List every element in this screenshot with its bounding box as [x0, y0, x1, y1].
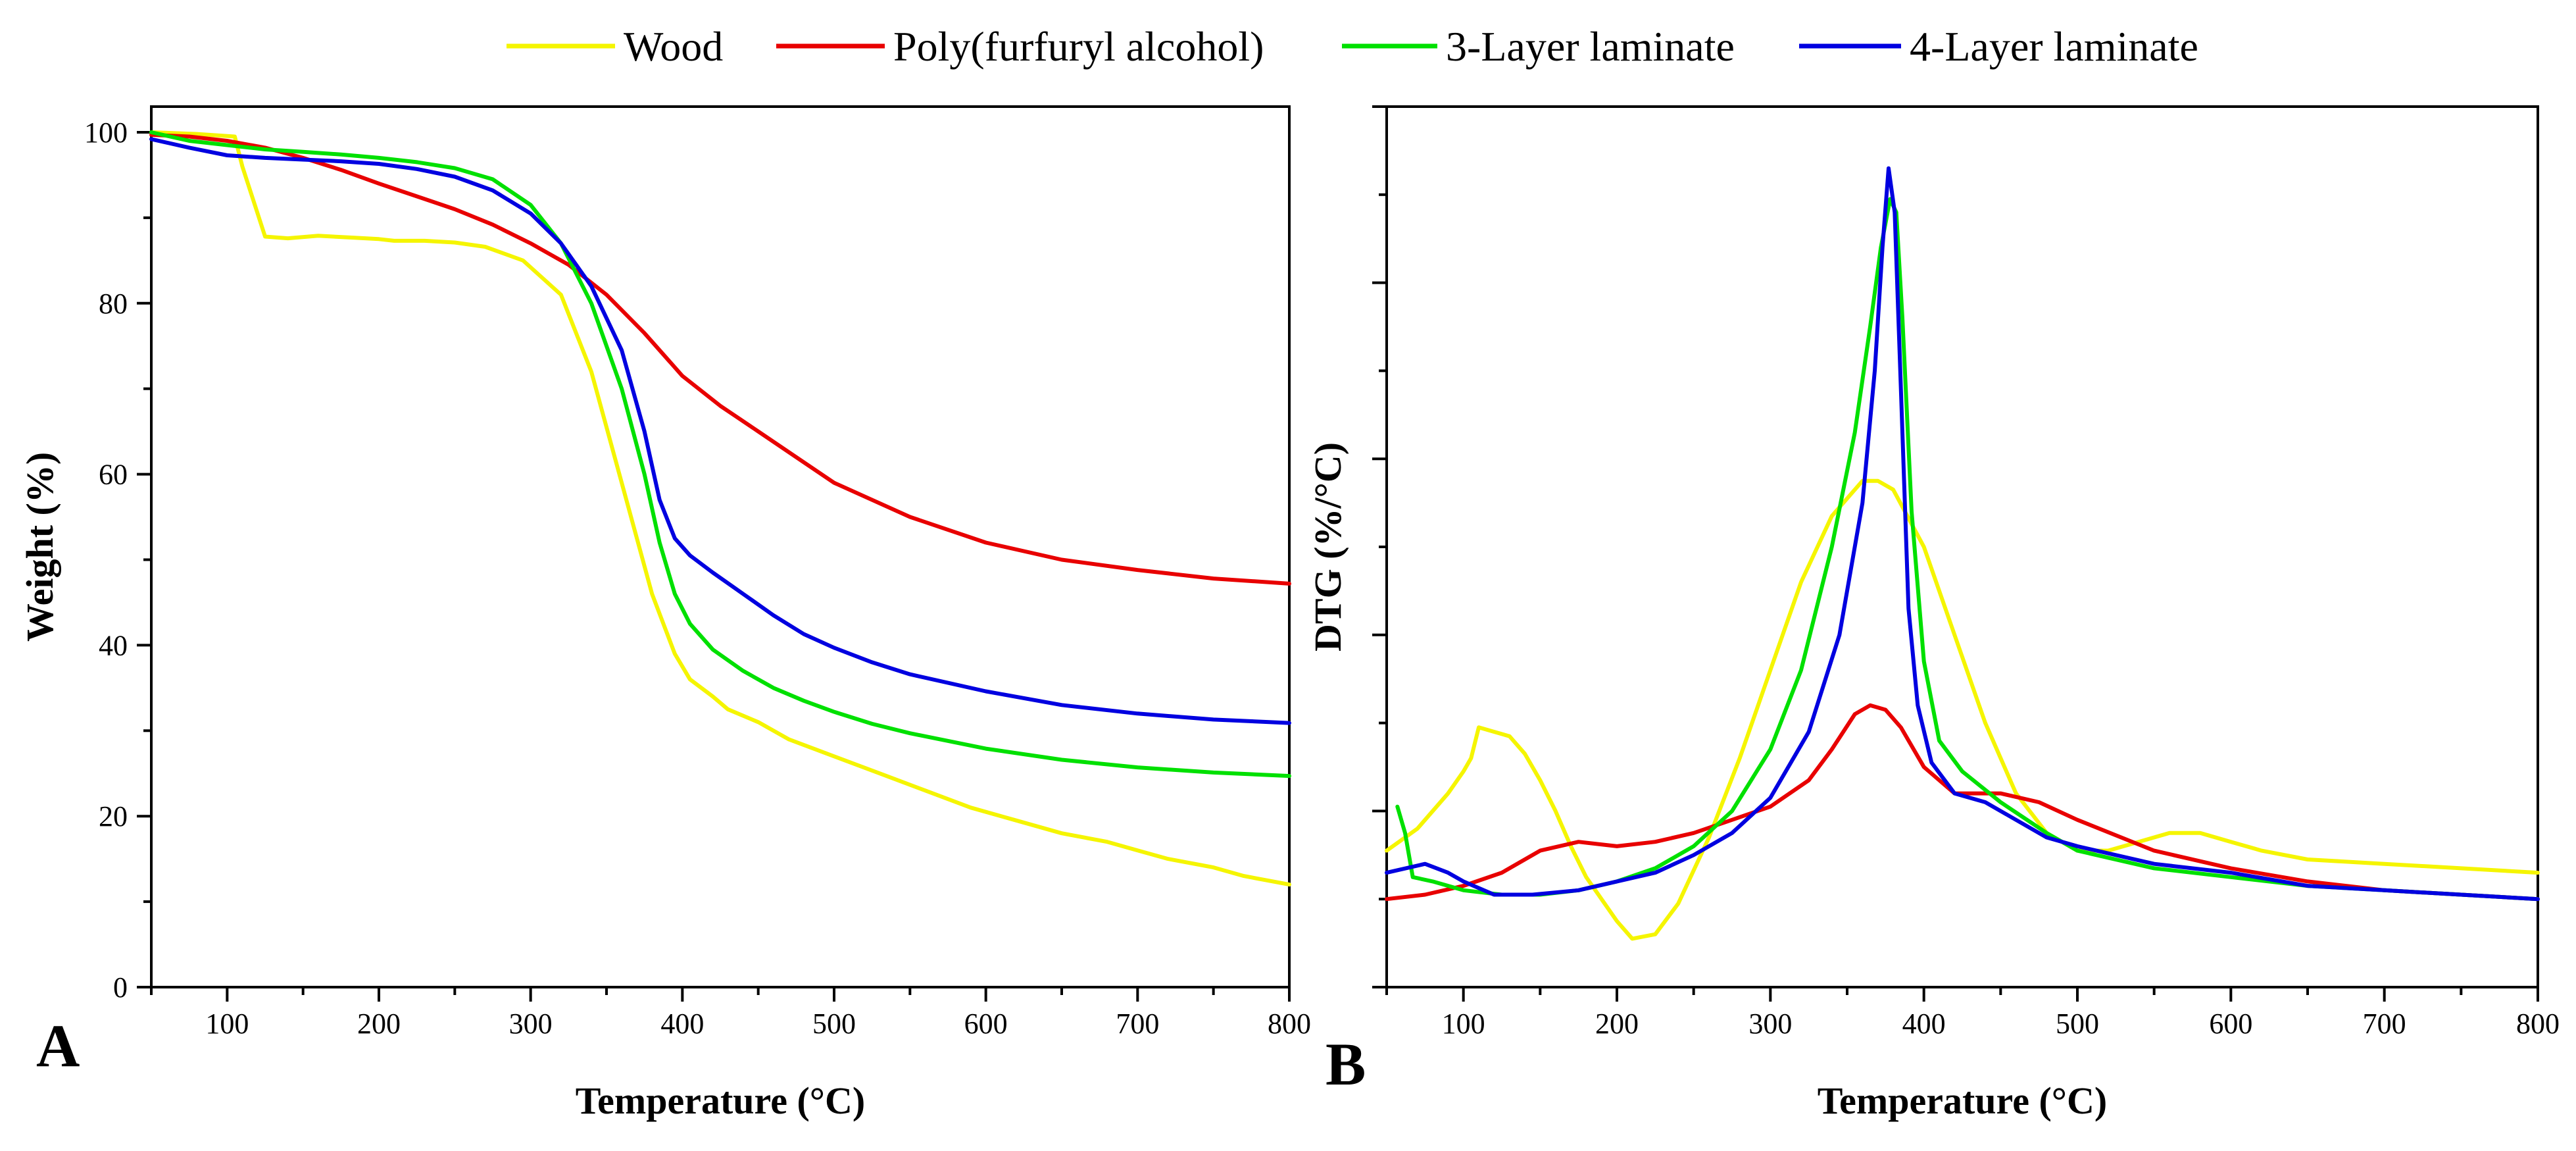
panel-a-y-axis-title: Weight (%)	[18, 452, 61, 642]
panel-a-ticks	[137, 130, 1291, 1002]
panel-b-x-tick-label: 100	[1442, 1008, 1485, 1040]
panel-b-series	[1385, 166, 2540, 941]
panel-a-x-tick-label: 700	[1116, 1008, 1159, 1040]
panel-a-series-4-layer-laminate	[149, 137, 1291, 725]
legend-label-4-layer: 4-Layer laminate	[1910, 23, 2198, 70]
panel-a-tick-labels: 100 200 300 400 500 600 700 800 0 20 40 60 80 100	[84, 116, 1311, 1040]
panel-a-x-tick-label: 100	[205, 1008, 249, 1040]
panel-a-series-3-layer-laminate	[149, 130, 1291, 779]
panel-a-x-tick-label: 600	[964, 1008, 1008, 1040]
panel-a-y-tick-label: 100	[84, 116, 128, 149]
panel-b-x-tick-label: 300	[1748, 1008, 1792, 1040]
panel-a-y-tick-label: 40	[99, 629, 128, 661]
legend-label-3-layer: 3-Layer laminate	[1446, 23, 1735, 70]
panel-b-series-poly-furfuryl-alcohol	[1385, 703, 2540, 902]
panel-a-x-tick-label: 400	[660, 1008, 704, 1040]
panel-a-x-tick-label: 500	[812, 1008, 856, 1040]
panel-b-x-tick-label: 500	[2056, 1008, 2099, 1040]
legend-label-pfa: Poly(furfuryl alcohol)	[893, 23, 1264, 70]
panel-b-x-tick-label: 600	[2209, 1008, 2252, 1040]
panel-a-x-tick-label: 300	[509, 1008, 553, 1040]
panel-a: 100 200 300 400 500 600 700 800 0 20 40 60 80 100 Tem…	[18, 105, 1311, 1122]
panel-a-series-poly-furfuryl-alcohol	[149, 132, 1291, 586]
panel-a-y-tick-label: 0	[113, 971, 128, 1004]
panel-b-x-tick-label: 400	[1902, 1008, 1946, 1040]
panel-b-y-axis-title: DTG (%/°C)	[1306, 442, 1349, 652]
panel-b-x-tick-label: 200	[1595, 1008, 1639, 1040]
panel-a-y-tick-label: 20	[99, 800, 128, 832]
panel-b-x-tick-label: 800	[2516, 1008, 2560, 1040]
panel-b-series-4-layer-laminate	[1385, 166, 2540, 902]
panel-b-series-wood	[1385, 478, 2540, 941]
panel-b-tick-labels: 100 200 300 400 500 600 700 800	[1442, 1008, 2560, 1040]
panel-b-frame	[1385, 105, 2539, 988]
panel-a-y-tick-label: 80	[99, 288, 128, 320]
panel-a-x-axis-title: Temperature (°C)	[576, 1079, 865, 1122]
panel-a-frame	[150, 105, 1291, 988]
panel-b-x-tick-label: 700	[2363, 1008, 2406, 1040]
legend: Wood Poly(furfuryl alcohol) 3-Layer lami…	[507, 23, 2198, 70]
panel-a-y-tick-label: 60	[99, 459, 128, 491]
panel-a-label: A	[36, 1012, 80, 1079]
panel-b-label: B	[1325, 1031, 1366, 1098]
panel-b: 100 200 300 400 500 600 700 800 Temperature (°C…	[1306, 105, 2560, 1122]
panel-b-ticks	[1372, 105, 2539, 1002]
panel-a-x-tick-label: 800	[1268, 1008, 1311, 1040]
panel-a-series	[149, 130, 1291, 887]
panel-a-x-tick-label: 200	[357, 1008, 401, 1040]
panel-a-series-wood	[149, 130, 1291, 887]
legend-label-wood: Wood	[624, 23, 723, 70]
panel-b-x-axis-title: Temperature (°C)	[1818, 1079, 2107, 1122]
